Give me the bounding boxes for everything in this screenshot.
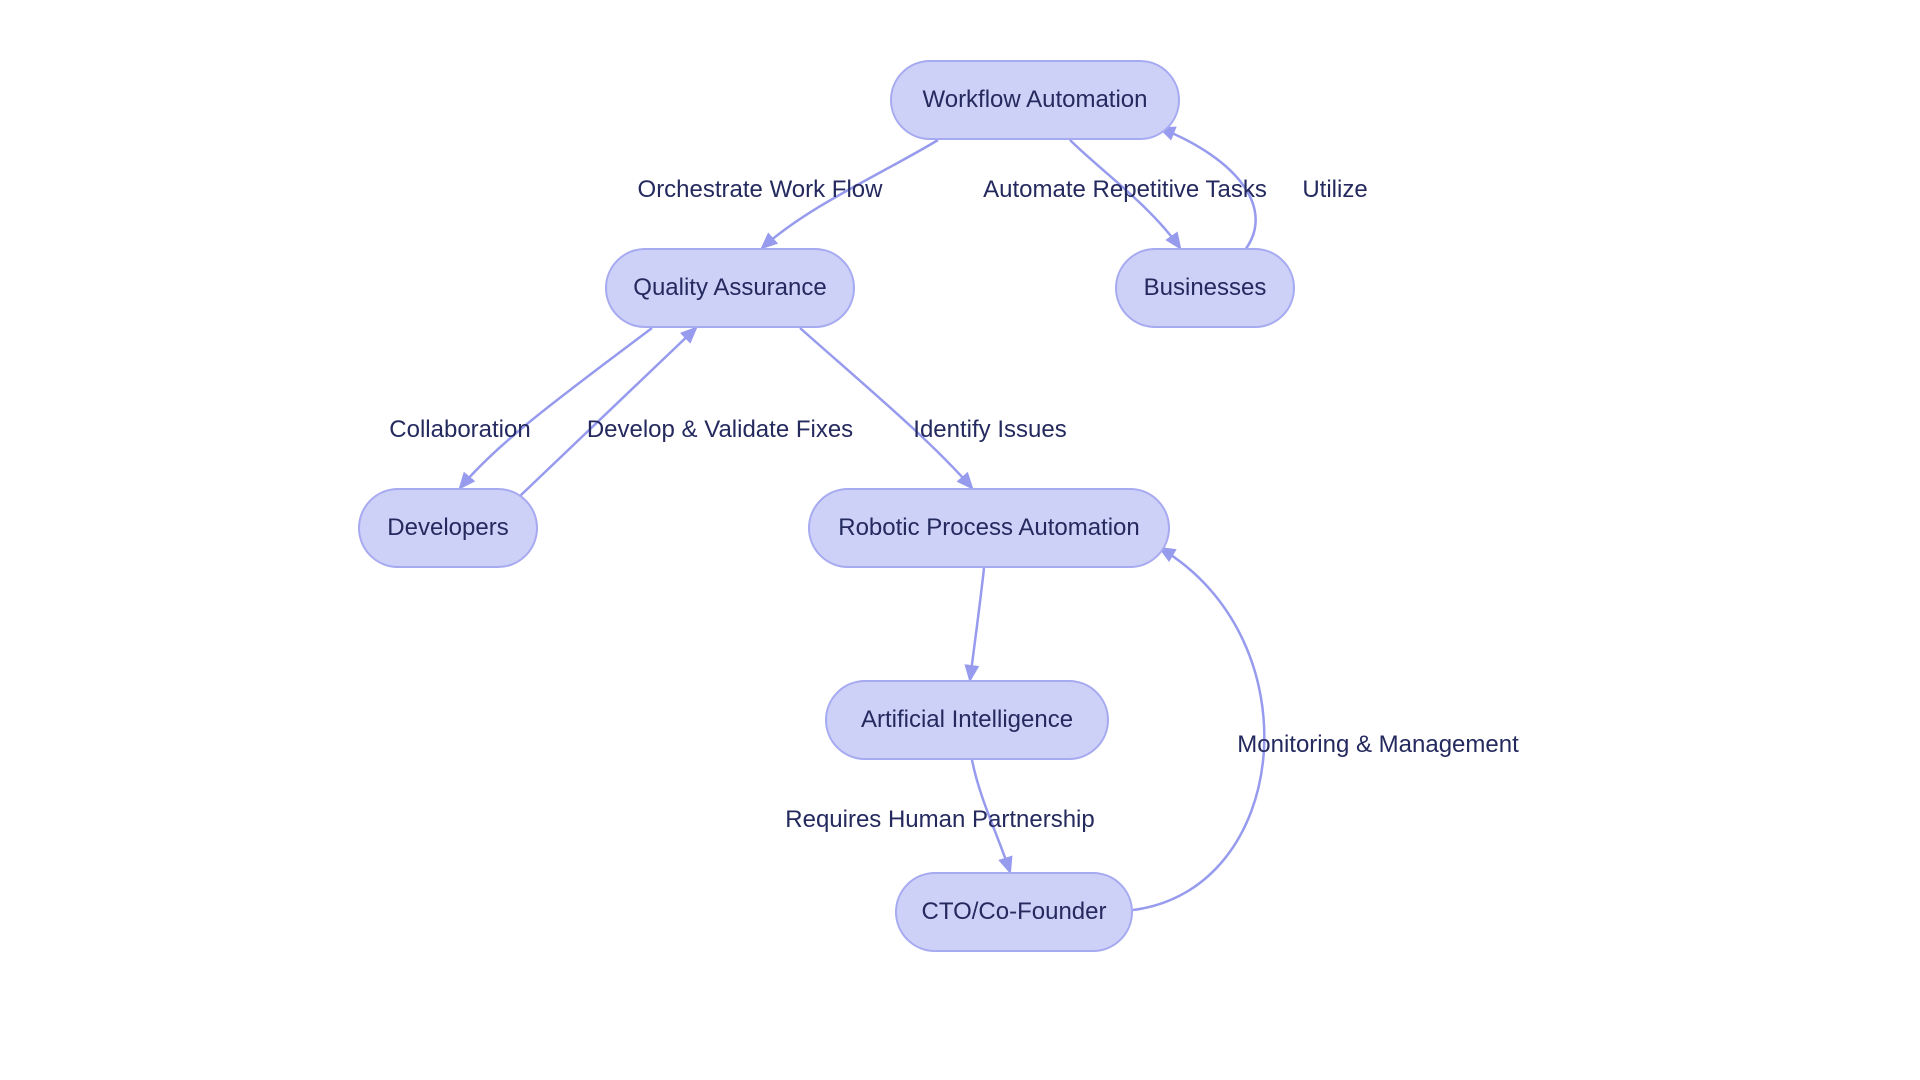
node-label: Artificial Intelligence (861, 706, 1073, 734)
edge-label-dev-qa: Develop & Validate Fixes (587, 416, 853, 444)
edge-cto-rpa (1133, 548, 1264, 910)
edge-label-wa-qa: Orchestrate Work Flow (638, 176, 883, 204)
edge-label-cto-rpa: Monitoring & Management (1237, 731, 1518, 759)
edge-label-wa-biz: Automate Repetitive Tasks (983, 176, 1267, 204)
node-ai[interactable]: Artificial Intelligence (825, 680, 1109, 760)
node-label: Robotic Process Automation (838, 514, 1140, 542)
edge-qa-rpa (800, 328, 972, 488)
node-cto[interactable]: CTO/Co-Founder (895, 872, 1133, 952)
node-label: Developers (387, 514, 508, 542)
edge-rpa-ai (970, 568, 984, 680)
node-label: CTO/Co-Founder (922, 898, 1107, 926)
node-qa[interactable]: Quality Assurance (605, 248, 855, 328)
diagram-canvas: Workflow Automation Quality Assurance Busi… (0, 0, 1920, 1080)
edge-dev-qa (520, 328, 696, 496)
node-label: Workflow Automation (923, 86, 1148, 114)
edge-label-ai-cto: Requires Human Partnership (785, 806, 1094, 834)
node-dev[interactable]: Developers (358, 488, 538, 568)
edge-label-qa-rpa: Identify Issues (913, 416, 1066, 444)
node-label: Quality Assurance (633, 274, 826, 302)
node-rpa[interactable]: Robotic Process Automation (808, 488, 1170, 568)
edge-label-biz-wa: Utilize (1302, 176, 1367, 204)
node-label: Businesses (1144, 274, 1267, 302)
node-wa[interactable]: Workflow Automation (890, 60, 1180, 140)
edge-label-qa-dev: Collaboration (389, 416, 530, 444)
node-biz[interactable]: Businesses (1115, 248, 1295, 328)
edge-qa-dev (460, 328, 652, 488)
